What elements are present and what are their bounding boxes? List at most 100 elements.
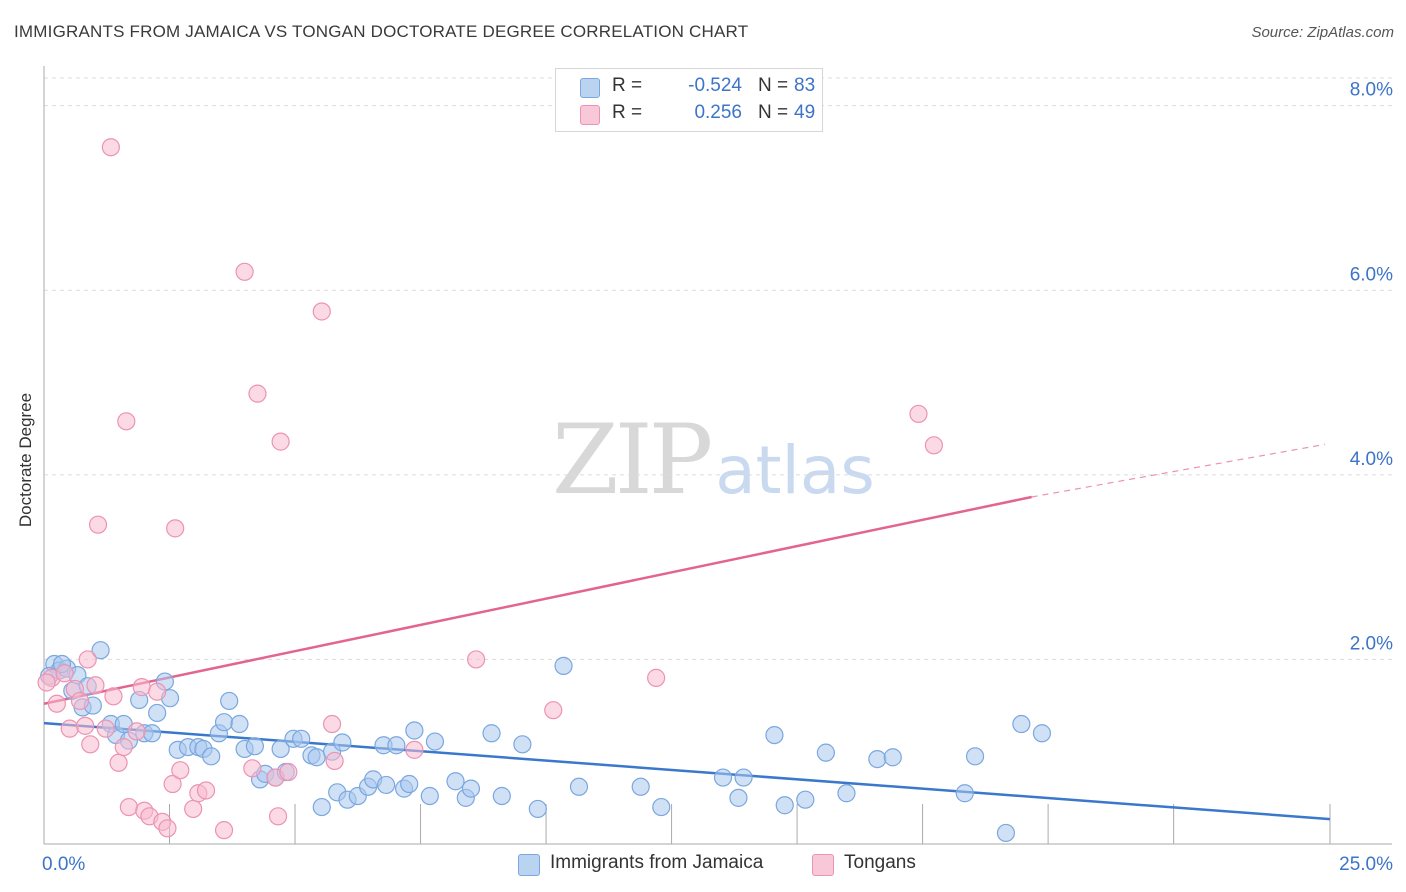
correlation-legend: R = -0.524 N = 83 R = 0.256 N = 49 xyxy=(555,68,823,132)
y-tick-label: 4.0% xyxy=(1350,449,1393,470)
legend-n-label: N = xyxy=(758,75,789,96)
jamaica-point xyxy=(142,724,162,743)
tongan-point xyxy=(101,138,120,157)
jamaica-point xyxy=(333,733,352,752)
tongan-point xyxy=(104,687,123,706)
tongan-point xyxy=(114,737,133,757)
tongan-point xyxy=(271,432,290,451)
jamaica-point xyxy=(883,748,902,767)
jamaica-point xyxy=(376,775,396,795)
series-swatch-blue xyxy=(518,854,540,876)
jamaica-point xyxy=(765,725,784,745)
tongan-point xyxy=(924,436,944,455)
jamaica-point xyxy=(1032,724,1052,743)
jamaica-point xyxy=(400,774,419,794)
y-tick-label: 6.0% xyxy=(1350,264,1393,285)
jamaica-point xyxy=(816,743,835,762)
legend-r-value: 0.256 xyxy=(694,102,742,123)
legend-swatch-pink xyxy=(580,105,600,125)
tongan-point xyxy=(171,761,190,780)
trend-lines xyxy=(43,443,1331,821)
series-label-tongans: Tongans xyxy=(844,852,916,873)
tongan-point xyxy=(325,751,344,771)
watermark-zip: ZIP xyxy=(552,404,713,516)
series-swatch-pink xyxy=(812,854,834,876)
jamaica-trend-line xyxy=(43,721,1331,821)
y-axis-title: Doctorate Degree xyxy=(16,392,35,528)
tongan-point xyxy=(166,519,185,538)
legend-n-value: 49 xyxy=(794,102,816,123)
legend-r-label: R = xyxy=(612,102,643,123)
jamaica-point xyxy=(245,737,265,756)
tongan-point xyxy=(243,759,262,778)
jamaica-point xyxy=(482,724,501,743)
series-pink-points xyxy=(37,138,944,840)
jamaica-point xyxy=(214,713,234,732)
tongan-point xyxy=(109,753,128,772)
tongan-point xyxy=(70,691,90,711)
tongan-point xyxy=(132,678,151,697)
legend-n-value: 83 xyxy=(794,75,816,96)
legend-n-label: N = xyxy=(758,102,789,123)
tongan-point xyxy=(158,819,177,838)
tongan-point xyxy=(88,515,108,534)
tongan-point xyxy=(248,384,267,403)
legend-r-value: -0.524 xyxy=(688,75,742,96)
tongan-point xyxy=(268,807,288,826)
jamaica-point xyxy=(271,739,290,759)
jamaica-point xyxy=(425,732,445,751)
y-axis-title-wrap: Doctorate Degree xyxy=(6,380,46,540)
y-tick-label: 2.0% xyxy=(1350,633,1393,654)
tongan-point xyxy=(214,821,234,840)
x-tick-label: 0.0% xyxy=(42,854,85,875)
tongan-point xyxy=(119,797,138,817)
jamaica-point xyxy=(837,784,856,803)
legend-swatch-blue xyxy=(580,78,600,98)
jamaica-point xyxy=(446,772,465,791)
tongan-point xyxy=(466,650,486,669)
y-tick-label: 8.0% xyxy=(1350,80,1393,101)
jamaica-point xyxy=(713,768,733,787)
tongan-point xyxy=(86,676,105,695)
chart-title: IMMIGRANTS FROM JAMAICA VS TONGAN DOCTOR… xyxy=(14,22,749,41)
tongan-point xyxy=(148,682,167,701)
tongan-point xyxy=(47,694,66,713)
watermark: ZIPatlas xyxy=(552,404,875,516)
jamaica-point xyxy=(796,790,815,809)
jamaica-point xyxy=(631,777,650,796)
tongan-point xyxy=(196,781,216,800)
jamaica-point xyxy=(148,703,167,723)
jamaica-point xyxy=(528,799,547,819)
tongan-point xyxy=(909,404,928,424)
watermark-atlas: atlas xyxy=(715,432,875,509)
jamaica-point xyxy=(230,714,249,734)
jamaica-point xyxy=(775,796,794,815)
jamaica-point xyxy=(554,656,573,675)
tongan-point xyxy=(127,722,146,741)
jamaica-point xyxy=(202,747,221,766)
jamaica-point xyxy=(652,797,671,817)
tongan-point xyxy=(163,774,182,794)
jamaica-point xyxy=(461,779,481,798)
x-tick-label: 25.0% xyxy=(1339,854,1393,875)
tongan-point xyxy=(647,668,666,687)
tongan-point xyxy=(117,412,136,431)
source-credit: Source: ZipAtlas.com xyxy=(1251,24,1394,41)
tongan-point xyxy=(405,740,424,759)
jamaica-point xyxy=(569,777,589,796)
tongan-point xyxy=(279,762,298,782)
jamaica-point xyxy=(307,748,326,767)
jamaica-point xyxy=(729,788,748,807)
tongan-trend-extension xyxy=(1031,443,1325,498)
jamaica-point xyxy=(420,786,439,806)
tongan-point xyxy=(81,735,100,754)
tick-labels: 2.0% 4.0% 6.0% 8.0% 0.0% 25.0% xyxy=(42,80,1393,875)
jamaica-point xyxy=(220,691,239,711)
tongan-point xyxy=(55,664,74,683)
grid-lines xyxy=(44,77,1392,660)
data-points xyxy=(37,138,1052,843)
series-label-jamaica: Immigrants from Jamaica xyxy=(550,852,764,873)
jamaica-point xyxy=(955,784,974,803)
jamaica-point xyxy=(734,768,753,787)
